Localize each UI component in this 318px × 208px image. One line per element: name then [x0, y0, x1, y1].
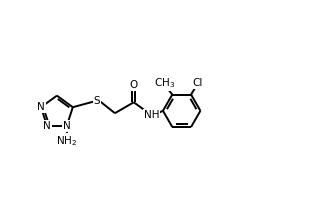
Text: CH$_3$: CH$_3$ [154, 76, 175, 90]
Text: Cl: Cl [192, 78, 203, 88]
Text: NH$_2$: NH$_2$ [56, 134, 77, 148]
Text: N: N [43, 121, 51, 131]
Text: S: S [94, 96, 100, 106]
Text: N: N [63, 121, 71, 131]
Text: O: O [130, 80, 138, 90]
Text: N: N [37, 102, 45, 112]
Text: NH: NH [144, 110, 159, 120]
